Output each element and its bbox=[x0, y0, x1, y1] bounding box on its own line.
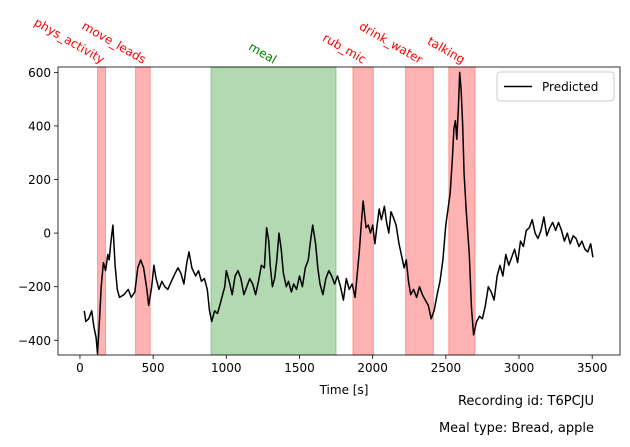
x-tick-label: 0 bbox=[76, 361, 84, 375]
y-tick-label: 200 bbox=[28, 173, 51, 187]
y-tick-label: 0 bbox=[43, 227, 51, 241]
axes-group bbox=[57, 66, 621, 356]
series-line-group bbox=[83, 71, 594, 355]
interval-span-move-leads bbox=[135, 66, 151, 356]
y-tick-label: −200 bbox=[18, 280, 51, 294]
legend-box bbox=[496, 71, 615, 102]
x-tick-label: 1500 bbox=[284, 361, 315, 375]
x-tick-label: 1000 bbox=[211, 361, 242, 375]
y-tick-label: 400 bbox=[28, 119, 51, 133]
legend: Predicted bbox=[496, 71, 615, 102]
x-tick-label: 3500 bbox=[577, 361, 608, 375]
ticks-group: 0 500 1000 1500 2000 2500 3000 3500 −400 −200 0 200… bbox=[18, 66, 607, 375]
interval-span-phys-activity bbox=[97, 66, 107, 356]
y-tick-label: 600 bbox=[28, 66, 51, 80]
interval-label: phys_activity bbox=[32, 15, 107, 67]
x-tick-label: 3000 bbox=[504, 361, 535, 375]
interval-label: meal bbox=[246, 40, 279, 67]
plot-frame bbox=[57, 66, 621, 356]
interval-label: rub_mic bbox=[320, 31, 368, 67]
x-axis-label: Time [s] bbox=[319, 383, 369, 397]
x-tick-label: 2000 bbox=[357, 361, 388, 375]
recording-id-text: Recording id: T6PCJU bbox=[457, 394, 594, 409]
series-line-predicted bbox=[83, 71, 594, 355]
interval-span-meal bbox=[210, 66, 337, 356]
x-tick-label: 500 bbox=[142, 361, 165, 375]
meal-type-text: Meal type: Bread, apple bbox=[438, 421, 594, 436]
y-tick-label: −400 bbox=[18, 334, 51, 348]
interval-spans bbox=[97, 66, 476, 356]
interval-label: talking bbox=[425, 34, 467, 67]
interval-label: drink_water bbox=[357, 19, 425, 66]
legend-label: Predicted bbox=[542, 80, 598, 94]
interval-span-rub-mic bbox=[352, 66, 374, 356]
x-tick-label: 2500 bbox=[431, 361, 462, 375]
